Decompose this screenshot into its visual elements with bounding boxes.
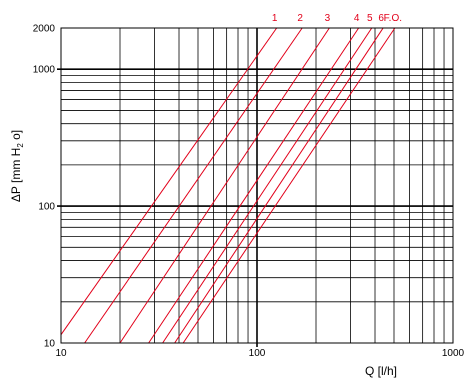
series-line-fo [182, 27, 396, 344]
x-tick-label: 10 [55, 348, 67, 359]
y-tick-label: 100 [38, 202, 55, 213]
series-label: F.O. [384, 13, 402, 24]
series-line-5 [162, 27, 373, 344]
series-lines [60, 27, 396, 344]
series-label: 4 [354, 13, 360, 24]
series-line-1 [60, 27, 278, 335]
y-tick-label: 2000 [33, 24, 56, 35]
plot-frame [60, 27, 454, 344]
x-axis-label: Q [l/h] [365, 364, 397, 378]
x-tick-labels: 10 100 1000 [55, 348, 464, 359]
series-label: 5 [367, 13, 373, 24]
y-tick-label: 1000 [33, 65, 56, 76]
series-label: 2 [297, 13, 303, 24]
y-tick-labels: 10 100 1000 2000 [33, 24, 56, 350]
series-label: 1 [272, 13, 278, 24]
series-label: 6 [378, 13, 384, 24]
series-line-6 [174, 27, 384, 344]
y-axis-label-end: o] [9, 130, 23, 143]
series-labels: 1 2 3 4 5 6 F.O. [272, 13, 402, 24]
x-tick-label: 100 [249, 348, 266, 359]
y-axis-label-subscript: 2 [16, 143, 25, 148]
series-label: 3 [325, 13, 331, 24]
y-tick-label: 10 [44, 339, 56, 350]
y-axis-label: ΔP [mm H2 o] [9, 130, 25, 202]
series-line-2 [84, 27, 303, 344]
series-line-3 [119, 27, 330, 344]
y-axis-label-main: ΔP [mm H [9, 148, 23, 202]
series-line-4 [148, 27, 360, 344]
x-tick-label: 1000 [442, 348, 464, 359]
